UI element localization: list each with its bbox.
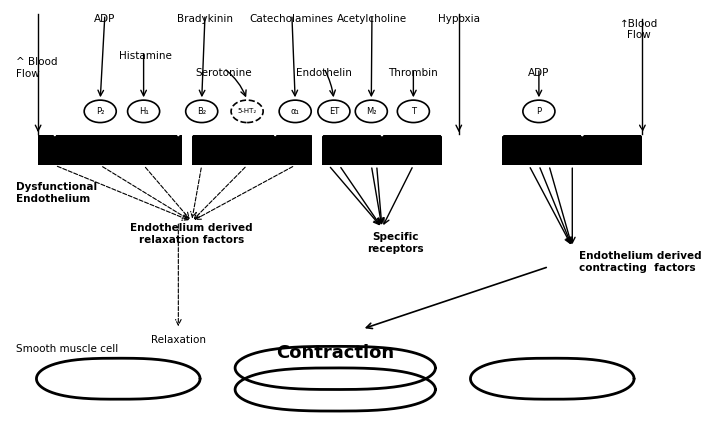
Bar xyxy=(192,135,312,165)
Text: P: P xyxy=(536,107,541,116)
Text: ^ Blood
Flow: ^ Blood Flow xyxy=(16,57,57,79)
Text: P₂: P₂ xyxy=(96,107,104,116)
Ellipse shape xyxy=(231,100,263,122)
Text: Relaxation: Relaxation xyxy=(151,335,206,345)
Bar xyxy=(322,135,442,165)
Text: Serotonine: Serotonine xyxy=(195,68,252,78)
Text: Thrombin: Thrombin xyxy=(388,68,438,78)
Text: Histamine: Histamine xyxy=(118,51,172,61)
Text: Catecholamines: Catecholamines xyxy=(250,14,334,24)
Bar xyxy=(38,135,182,165)
Ellipse shape xyxy=(186,100,218,122)
Ellipse shape xyxy=(279,100,311,122)
Bar xyxy=(502,135,643,165)
Text: ET: ET xyxy=(329,107,339,116)
Text: Dysfunctional
Endothelium: Dysfunctional Endothelium xyxy=(16,182,97,204)
Text: Acetylcholine: Acetylcholine xyxy=(337,14,407,24)
Text: ADP: ADP xyxy=(528,68,549,78)
Ellipse shape xyxy=(318,100,350,122)
Text: α₁: α₁ xyxy=(291,107,299,116)
Text: Endothelium derived
relaxation factors: Endothelium derived relaxation factors xyxy=(131,224,253,245)
Text: Specific
receptors: Specific receptors xyxy=(367,232,424,254)
Ellipse shape xyxy=(355,100,387,122)
Text: Smooth muscle cell: Smooth muscle cell xyxy=(16,344,118,354)
Ellipse shape xyxy=(84,100,116,122)
Ellipse shape xyxy=(128,100,159,122)
Text: Contraction: Contraction xyxy=(276,344,394,362)
Text: T: T xyxy=(411,107,416,116)
Text: H₁: H₁ xyxy=(139,107,149,116)
Ellipse shape xyxy=(397,100,429,122)
Text: ↑Blood
Flow: ↑Blood Flow xyxy=(620,19,658,40)
Text: ADP: ADP xyxy=(94,14,116,24)
Text: Endothelin: Endothelin xyxy=(296,68,352,78)
Text: Endothelium derived
contracting  factors: Endothelium derived contracting factors xyxy=(579,251,701,273)
Text: Hypoxia: Hypoxia xyxy=(438,14,480,24)
Text: B₂: B₂ xyxy=(197,107,206,116)
Text: Bradykinin: Bradykinin xyxy=(177,14,233,24)
Ellipse shape xyxy=(523,100,555,122)
Text: M₂: M₂ xyxy=(366,107,376,116)
Text: 5-HT₂: 5-HT₂ xyxy=(238,108,257,114)
